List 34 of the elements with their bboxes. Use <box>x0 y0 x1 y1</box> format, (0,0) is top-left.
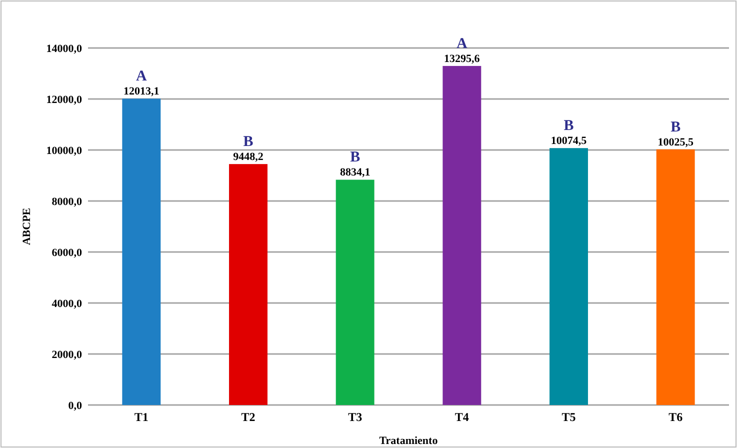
bar <box>442 66 482 405</box>
y-tick-label: 4000,0 <box>52 298 82 310</box>
annotation: A <box>456 36 468 52</box>
x-axis-title: Tratamiento <box>379 435 438 447</box>
annotation: B <box>243 134 254 150</box>
y-axis-title: ABCPE <box>21 208 33 246</box>
annotation: B <box>670 119 681 136</box>
x-tick-label: T3 <box>348 410 362 424</box>
bar <box>229 164 268 405</box>
y-tick-label: 14000,0 <box>46 43 82 55</box>
x-tick-label: T6 <box>668 410 683 424</box>
bar <box>122 98 161 405</box>
data-label: 8834,1 <box>340 166 370 179</box>
y-tick-label: 6000,0 <box>52 247 82 259</box>
bar <box>336 180 374 405</box>
bar <box>550 148 588 405</box>
y-tick-label: 0,0 <box>68 400 82 412</box>
annotation: B <box>350 150 360 166</box>
y-tick-label: 2000,0 <box>52 349 82 361</box>
data-label: 10025,5 <box>658 136 694 148</box>
data-label: 12013,1 <box>124 86 160 98</box>
y-tick-label: 12000,0 <box>46 94 82 106</box>
data-label: 9448,2 <box>233 151 264 164</box>
data-label: 10074,5 <box>550 135 588 148</box>
x-tick-label: T4 <box>454 410 469 424</box>
data-label: 13295,6 <box>444 52 480 65</box>
annotation: B <box>564 118 574 134</box>
y-tick-label: 10000,0 <box>46 145 82 157</box>
x-tick-label: T5 <box>562 410 576 424</box>
x-tick-label: T2 <box>241 410 256 424</box>
y-tick-label: 8000,0 <box>52 196 82 208</box>
x-tick-label: T1 <box>134 410 148 424</box>
bar <box>656 149 695 405</box>
annotation: A <box>136 68 147 85</box>
